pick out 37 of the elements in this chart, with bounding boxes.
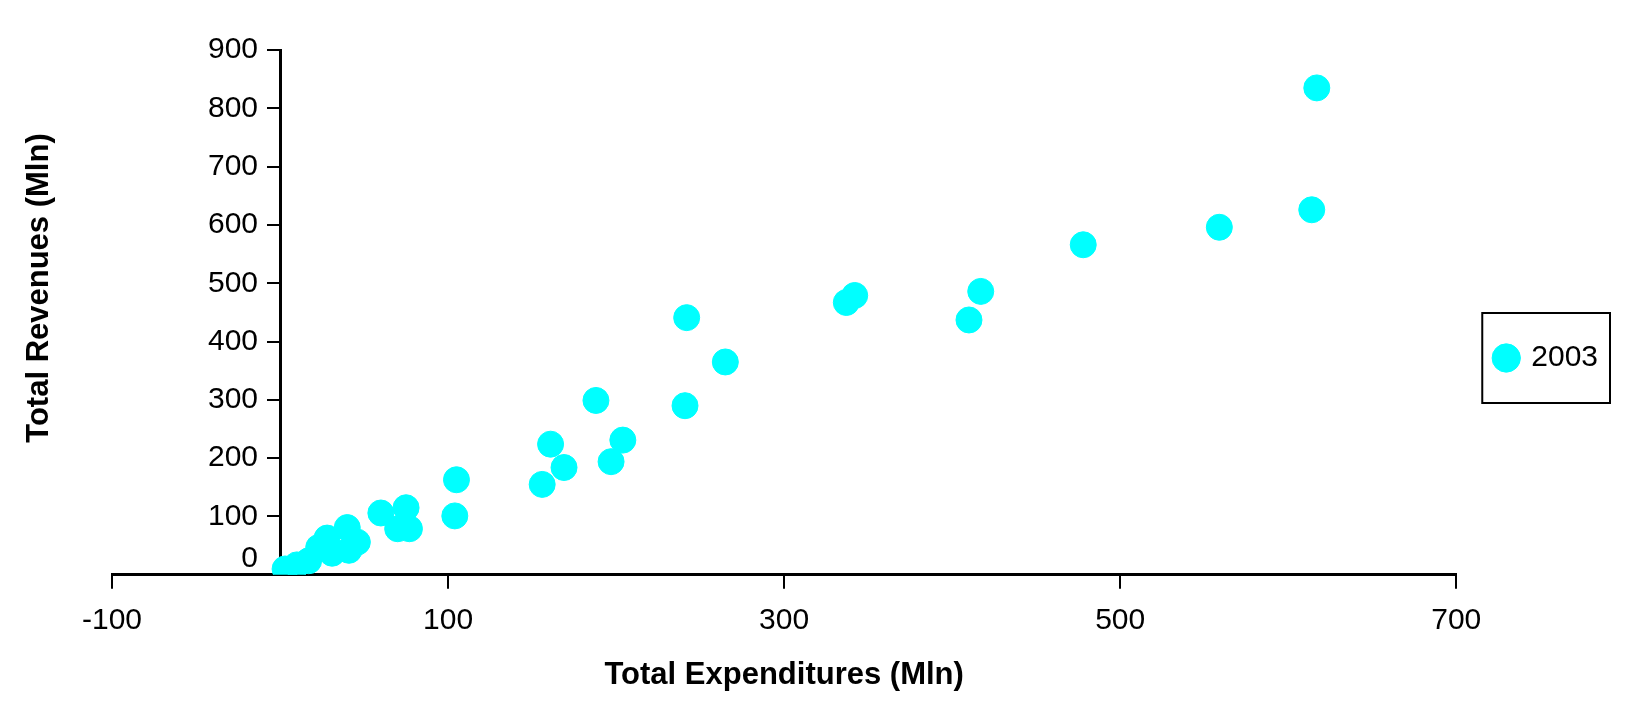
x-tick-label: -100 bbox=[82, 602, 143, 636]
point bbox=[1069, 231, 1097, 259]
x-tick-label: 500 bbox=[1095, 602, 1146, 636]
x-tick-label: 300 bbox=[759, 602, 810, 636]
point bbox=[1303, 74, 1331, 102]
point bbox=[597, 448, 625, 476]
point bbox=[1205, 213, 1233, 241]
point bbox=[442, 466, 470, 494]
point bbox=[671, 392, 699, 420]
point bbox=[967, 277, 995, 305]
y-tick-label: 400 bbox=[207, 322, 259, 356]
x-tick-label: 100 bbox=[423, 602, 474, 636]
point bbox=[582, 386, 610, 414]
y-tick-label: 800 bbox=[207, 89, 259, 123]
y-tick-label: 500 bbox=[207, 264, 259, 298]
point bbox=[711, 348, 739, 376]
y-tick-label: 700 bbox=[207, 147, 259, 181]
y-tick-label: 100 bbox=[207, 497, 259, 531]
x-tick-label: 700 bbox=[1431, 602, 1482, 636]
y-tick-label: 200 bbox=[207, 439, 259, 473]
y-tick-label: 300 bbox=[207, 381, 259, 415]
point bbox=[832, 288, 860, 316]
x-axis-title: Total Expenditures (Mln) bbox=[604, 655, 964, 691]
point bbox=[955, 306, 983, 334]
point bbox=[441, 502, 469, 530]
legend-label: 2003 bbox=[1531, 339, 1599, 373]
y-axis-title: Total Revenues (Mln) bbox=[20, 133, 56, 443]
y-tick-label: 900 bbox=[207, 31, 259, 65]
point bbox=[528, 470, 556, 498]
y-tick-label: 600 bbox=[207, 206, 259, 240]
point bbox=[367, 499, 395, 527]
point bbox=[609, 426, 637, 454]
point bbox=[673, 304, 701, 332]
point bbox=[1298, 196, 1326, 224]
point bbox=[550, 454, 578, 482]
y-tick-label: 0 bbox=[241, 540, 259, 574]
point bbox=[537, 430, 565, 458]
